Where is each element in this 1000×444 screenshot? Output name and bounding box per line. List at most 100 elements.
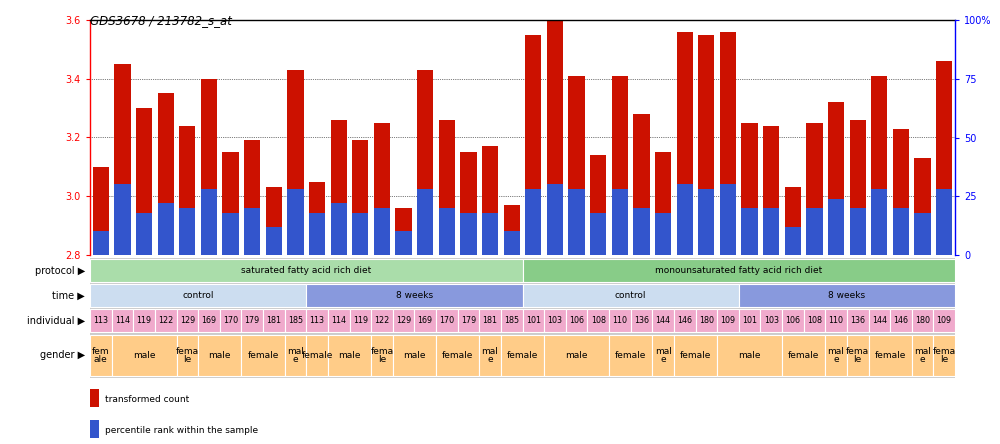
Bar xyxy=(720,32,736,255)
Text: 119: 119 xyxy=(353,316,368,325)
Text: GDS3678 / 213782_s_at: GDS3678 / 213782_s_at xyxy=(90,14,232,27)
Bar xyxy=(914,213,931,255)
Bar xyxy=(893,208,909,255)
Bar xyxy=(93,231,109,255)
Text: mal
e: mal e xyxy=(482,347,498,364)
Text: 114: 114 xyxy=(115,316,130,325)
Text: female: female xyxy=(301,351,333,360)
Bar xyxy=(241,309,263,332)
Bar xyxy=(933,309,955,332)
Text: 114: 114 xyxy=(331,316,346,325)
Text: female: female xyxy=(247,351,279,360)
Text: individual ▶: individual ▶ xyxy=(27,316,85,325)
Bar xyxy=(479,309,501,332)
Bar xyxy=(674,309,696,332)
Bar xyxy=(201,189,217,255)
Text: fema
le: fema le xyxy=(933,347,956,364)
Bar xyxy=(285,335,306,376)
Text: protocol ▶: protocol ▶ xyxy=(35,266,85,275)
Bar xyxy=(936,189,952,255)
Bar xyxy=(631,309,652,332)
Bar xyxy=(868,335,912,376)
Bar xyxy=(544,309,566,332)
Text: control: control xyxy=(615,291,646,300)
Bar xyxy=(374,123,390,255)
Text: 144: 144 xyxy=(656,316,671,325)
Bar xyxy=(698,189,714,255)
Bar xyxy=(871,189,887,255)
Bar xyxy=(114,64,131,255)
Bar xyxy=(201,79,217,255)
Bar xyxy=(652,335,674,376)
Bar xyxy=(241,335,285,376)
Bar xyxy=(525,35,541,255)
Text: transformed count: transformed count xyxy=(105,395,189,404)
Bar xyxy=(677,32,693,255)
Bar xyxy=(479,335,501,376)
Bar xyxy=(393,335,436,376)
Bar xyxy=(739,284,955,307)
Text: male: male xyxy=(208,351,231,360)
Bar xyxy=(371,309,393,332)
Bar xyxy=(547,5,563,255)
Bar xyxy=(158,93,174,255)
Bar xyxy=(717,335,782,376)
Bar xyxy=(652,309,674,332)
Bar xyxy=(698,35,714,255)
Text: 110: 110 xyxy=(612,316,627,325)
Text: 113: 113 xyxy=(310,316,325,325)
Text: gender ▶: gender ▶ xyxy=(40,350,85,361)
Bar xyxy=(266,227,282,255)
Bar xyxy=(544,335,609,376)
Bar xyxy=(93,167,109,255)
Text: 101: 101 xyxy=(526,316,541,325)
Bar xyxy=(828,102,844,255)
Text: 108: 108 xyxy=(807,316,822,325)
Text: 8 weeks: 8 weeks xyxy=(828,291,865,300)
Bar xyxy=(136,213,152,255)
Text: fema
le: fema le xyxy=(176,347,199,364)
Bar xyxy=(806,208,823,255)
Bar xyxy=(590,213,606,255)
Text: 110: 110 xyxy=(829,316,844,325)
Text: 129: 129 xyxy=(396,316,411,325)
Text: 113: 113 xyxy=(93,316,108,325)
Bar xyxy=(198,335,241,376)
Bar xyxy=(609,335,652,376)
Bar xyxy=(868,309,890,332)
Text: 170: 170 xyxy=(223,316,238,325)
Bar xyxy=(176,309,198,332)
Text: mal
e: mal e xyxy=(914,347,931,364)
Text: female: female xyxy=(788,351,819,360)
Bar xyxy=(522,309,544,332)
Bar xyxy=(306,309,328,332)
Bar xyxy=(655,213,671,255)
Bar xyxy=(331,203,347,255)
Text: 169: 169 xyxy=(418,316,433,325)
Bar xyxy=(309,213,325,255)
Bar xyxy=(914,158,931,255)
Text: male: male xyxy=(338,351,361,360)
Bar xyxy=(352,213,368,255)
Bar xyxy=(871,76,887,255)
Text: 101: 101 xyxy=(742,316,757,325)
Bar xyxy=(504,231,520,255)
Text: male: male xyxy=(738,351,761,360)
Bar xyxy=(568,189,585,255)
Bar xyxy=(328,309,350,332)
Text: female: female xyxy=(680,351,711,360)
Bar xyxy=(287,70,304,255)
Bar xyxy=(439,208,455,255)
Bar xyxy=(568,76,585,255)
Bar xyxy=(825,335,847,376)
Bar xyxy=(912,335,933,376)
Bar xyxy=(804,309,825,332)
Bar xyxy=(90,335,112,376)
Bar xyxy=(266,187,282,255)
Text: 109: 109 xyxy=(720,316,736,325)
Bar xyxy=(912,309,933,332)
Bar xyxy=(741,123,758,255)
Bar xyxy=(720,185,736,255)
Bar xyxy=(587,309,609,332)
Bar xyxy=(112,335,176,376)
